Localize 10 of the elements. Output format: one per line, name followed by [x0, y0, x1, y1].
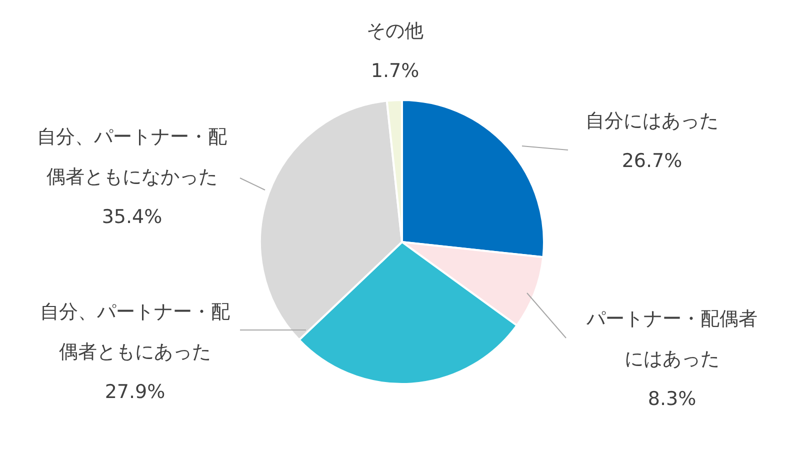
- data-label: 35.4%: [102, 206, 162, 228]
- slice-label: その他: [366, 20, 424, 42]
- slice-label: 自分、パートナー・配偶者ともになかった: [37, 126, 227, 188]
- data-label: 1.7%: [370, 60, 420, 82]
- data-label: 26.7%: [622, 150, 682, 172]
- slice-label: 自分、パートナー・配偶者ともにあった: [40, 301, 230, 363]
- data-label: 8.3%: [648, 388, 696, 410]
- slice-label: 自分にはあった: [586, 110, 718, 132]
- slice-label: パートナー・配偶者にはあった: [586, 308, 758, 370]
- data-label: 27.9%: [104, 381, 166, 403]
